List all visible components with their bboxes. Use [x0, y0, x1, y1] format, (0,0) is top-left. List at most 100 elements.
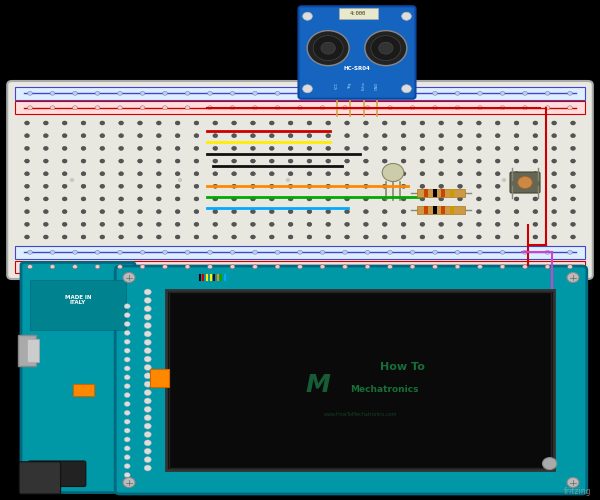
- Circle shape: [124, 419, 130, 424]
- Circle shape: [269, 184, 274, 188]
- Circle shape: [144, 406, 151, 412]
- Circle shape: [119, 134, 124, 138]
- Circle shape: [144, 390, 151, 396]
- Circle shape: [568, 250, 572, 254]
- Circle shape: [476, 222, 481, 226]
- Circle shape: [144, 364, 151, 370]
- Circle shape: [307, 172, 312, 176]
- Circle shape: [208, 106, 212, 110]
- Circle shape: [571, 159, 575, 163]
- Circle shape: [232, 210, 236, 214]
- Circle shape: [137, 121, 142, 125]
- Circle shape: [458, 235, 463, 239]
- Circle shape: [185, 250, 190, 254]
- Circle shape: [25, 210, 29, 214]
- Circle shape: [157, 172, 161, 176]
- Circle shape: [545, 250, 550, 254]
- Text: fritzing: fritzing: [563, 487, 591, 496]
- Circle shape: [144, 448, 151, 454]
- Circle shape: [144, 314, 151, 320]
- Circle shape: [157, 222, 161, 226]
- Circle shape: [364, 121, 368, 125]
- Circle shape: [251, 121, 256, 125]
- Circle shape: [157, 146, 161, 150]
- Circle shape: [269, 222, 274, 226]
- Circle shape: [379, 42, 393, 54]
- Circle shape: [175, 134, 180, 138]
- Circle shape: [364, 134, 368, 138]
- Bar: [169, 292, 551, 468]
- Circle shape: [321, 42, 335, 54]
- Circle shape: [476, 172, 481, 176]
- Circle shape: [119, 172, 124, 176]
- Circle shape: [382, 235, 387, 239]
- Circle shape: [298, 106, 302, 110]
- Circle shape: [137, 210, 142, 214]
- Circle shape: [194, 159, 199, 163]
- Circle shape: [298, 265, 302, 269]
- Circle shape: [175, 184, 180, 188]
- Circle shape: [144, 456, 151, 462]
- Circle shape: [307, 159, 312, 163]
- Circle shape: [100, 146, 105, 150]
- Circle shape: [500, 91, 505, 95]
- Circle shape: [118, 265, 122, 269]
- Circle shape: [43, 146, 48, 150]
- Circle shape: [269, 172, 274, 176]
- Circle shape: [232, 235, 236, 239]
- Circle shape: [401, 159, 406, 163]
- FancyBboxPatch shape: [28, 461, 86, 486]
- Circle shape: [137, 184, 142, 188]
- Circle shape: [100, 197, 105, 201]
- Circle shape: [514, 235, 519, 239]
- Circle shape: [514, 121, 519, 125]
- Circle shape: [433, 91, 437, 95]
- Circle shape: [194, 235, 199, 239]
- Circle shape: [157, 121, 161, 125]
- Circle shape: [326, 134, 331, 138]
- Circle shape: [28, 91, 32, 95]
- Circle shape: [288, 172, 293, 176]
- Circle shape: [124, 437, 130, 442]
- Circle shape: [269, 197, 274, 201]
- Circle shape: [43, 210, 48, 214]
- Circle shape: [70, 178, 74, 182]
- Circle shape: [50, 106, 55, 110]
- Circle shape: [232, 197, 236, 201]
- Circle shape: [571, 210, 575, 214]
- Circle shape: [495, 184, 500, 188]
- Circle shape: [119, 235, 124, 239]
- Circle shape: [269, 235, 274, 239]
- Circle shape: [194, 172, 199, 176]
- Circle shape: [95, 106, 100, 110]
- Text: VCC: VCC: [335, 82, 339, 90]
- Circle shape: [420, 235, 425, 239]
- FancyBboxPatch shape: [21, 262, 135, 492]
- Circle shape: [157, 134, 161, 138]
- Circle shape: [401, 134, 406, 138]
- Circle shape: [364, 235, 368, 239]
- Circle shape: [144, 381, 151, 387]
- Circle shape: [401, 197, 406, 201]
- Circle shape: [194, 146, 199, 150]
- Circle shape: [365, 91, 370, 95]
- Circle shape: [476, 197, 481, 201]
- Circle shape: [307, 184, 312, 188]
- Circle shape: [185, 265, 190, 269]
- Circle shape: [382, 222, 387, 226]
- Circle shape: [307, 134, 312, 138]
- Circle shape: [568, 106, 572, 110]
- Circle shape: [502, 178, 506, 182]
- Circle shape: [81, 121, 86, 125]
- Circle shape: [533, 159, 538, 163]
- Circle shape: [28, 250, 32, 254]
- Circle shape: [326, 121, 331, 125]
- Circle shape: [533, 184, 538, 188]
- Circle shape: [552, 159, 557, 163]
- Circle shape: [124, 304, 130, 308]
- Circle shape: [320, 250, 325, 254]
- Circle shape: [288, 197, 293, 201]
- Circle shape: [288, 210, 293, 214]
- Circle shape: [50, 265, 55, 269]
- Circle shape: [124, 312, 130, 318]
